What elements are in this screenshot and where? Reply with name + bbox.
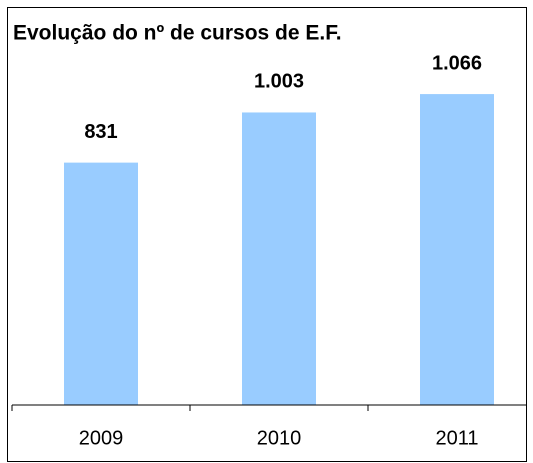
value-label: 831 [84,121,117,143]
bar [64,162,138,405]
chart-title: Evolução do nº de cursos de E.F. [13,22,342,45]
x-tick-label: 2011 [435,427,478,449]
bar [420,94,494,405]
x-tick-label: 2010 [257,427,302,449]
bar [242,112,316,405]
value-label: 1.066 [432,52,482,74]
value-label: 1.003 [254,71,304,93]
x-tick-label: 2009 [79,427,124,449]
